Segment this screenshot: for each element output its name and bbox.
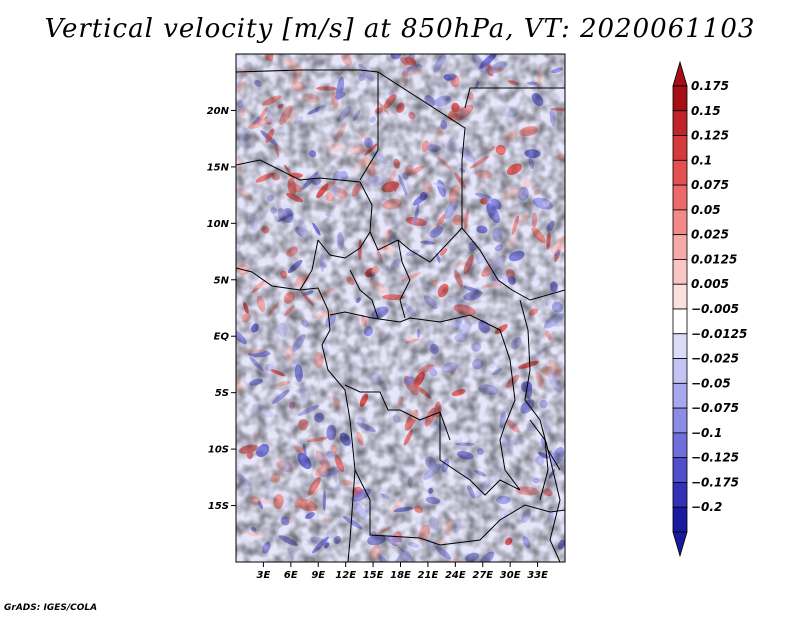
lat-tick-label: 10N [207, 219, 230, 230]
colorbar-label: 0.05 [691, 203, 721, 217]
lon-tick-label: 30E [500, 570, 521, 581]
colorbar-label: −0.005 [691, 302, 739, 316]
lat-tick-label: 15N [207, 162, 230, 173]
colorbar-label: −0.2 [691, 500, 722, 514]
colorbar-label: −0.0125 [691, 327, 747, 341]
colorbar-label: 0.15 [691, 104, 721, 118]
lat-tick-label: 5N [214, 275, 230, 286]
lon-tick-label: 27E [472, 570, 493, 581]
colorbar-swatch [672, 382, 688, 409]
lon-tick-label: 33E [527, 570, 548, 581]
lon-tick-label: 21E [418, 570, 439, 581]
colorbar-swatch [672, 159, 688, 186]
colorbar-swatch [672, 432, 688, 459]
lat-tick-label: 5S [215, 388, 229, 399]
lon-tick-label: 24E [445, 570, 466, 581]
lon-tick-label: 3E [257, 570, 271, 581]
country-borders [236, 69, 565, 562]
field-texture [236, 54, 565, 562]
colorbar: 0.175 0.15 0.125 0.1 0.075 0.05 0.025 0.0125 0.0… [672, 60, 747, 558]
colorbar-label: 0.175 [691, 79, 729, 93]
colorbar-label: 0.0125 [691, 252, 737, 266]
colorbar-swatch [672, 135, 688, 161]
colorbar-swatch [672, 358, 688, 384]
colorbar-swatch [672, 85, 688, 112]
colorbar-swatch [672, 457, 688, 483]
colorbar-bottom-arrow [672, 531, 688, 558]
colorbar-swatch [672, 283, 688, 310]
colorbar-swatch [672, 110, 688, 136]
latitude-axis: 20N 15N 10N 5N EQ 5S 10S 15S [207, 106, 236, 512]
colorbar-label: −0.175 [691, 475, 739, 489]
lat-tick-label: 20N [207, 106, 230, 117]
colorbar-label: −0.075 [691, 401, 739, 415]
colorbar-swatch [672, 333, 688, 359]
lat-tick-label: EQ [214, 332, 230, 343]
lon-tick-label: 6E [284, 570, 298, 581]
lat-tick-label: 15S [208, 501, 229, 512]
colorbar-swatch [672, 184, 688, 211]
map-title: Vertical velocity [m/s] at 850hPa, VT: 2… [44, 14, 756, 44]
longitude-axis: 3E 6E 9E 12E 15E 18E 21E 24E 27E 30E 33E [257, 562, 548, 581]
colorbar-label: 0.1 [691, 153, 712, 167]
colorbar-swatch [672, 209, 688, 236]
lon-tick-label: 18E [390, 570, 411, 581]
colorbar-swatch [672, 506, 688, 533]
grads-credit: GrADS: IGES/COLA [4, 603, 98, 613]
colorbar-label: 0.005 [691, 277, 729, 291]
lat-tick-label: 10S [208, 445, 229, 456]
colorbar-swatch [672, 482, 688, 508]
colorbar-label: −0.025 [691, 352, 739, 366]
lon-tick-label: 12E [335, 570, 356, 581]
colorbar-label: 0.075 [691, 178, 729, 192]
colorbar-swatch [672, 407, 688, 434]
lon-tick-label: 15E [363, 570, 384, 581]
colorbar-label: 0.025 [691, 228, 729, 242]
colorbar-swatch [672, 259, 688, 285]
lon-tick-label: 9E [311, 570, 325, 581]
colorbar-label: 0.125 [691, 129, 729, 143]
colorbar-swatch [672, 234, 688, 260]
colorbar-top-arrow [672, 60, 688, 87]
colorbar-swatch [672, 308, 688, 335]
colorbar-label: −0.125 [691, 451, 739, 465]
colorbar-label: −0.05 [691, 376, 731, 390]
colorbar-label: −0.1 [691, 426, 722, 440]
